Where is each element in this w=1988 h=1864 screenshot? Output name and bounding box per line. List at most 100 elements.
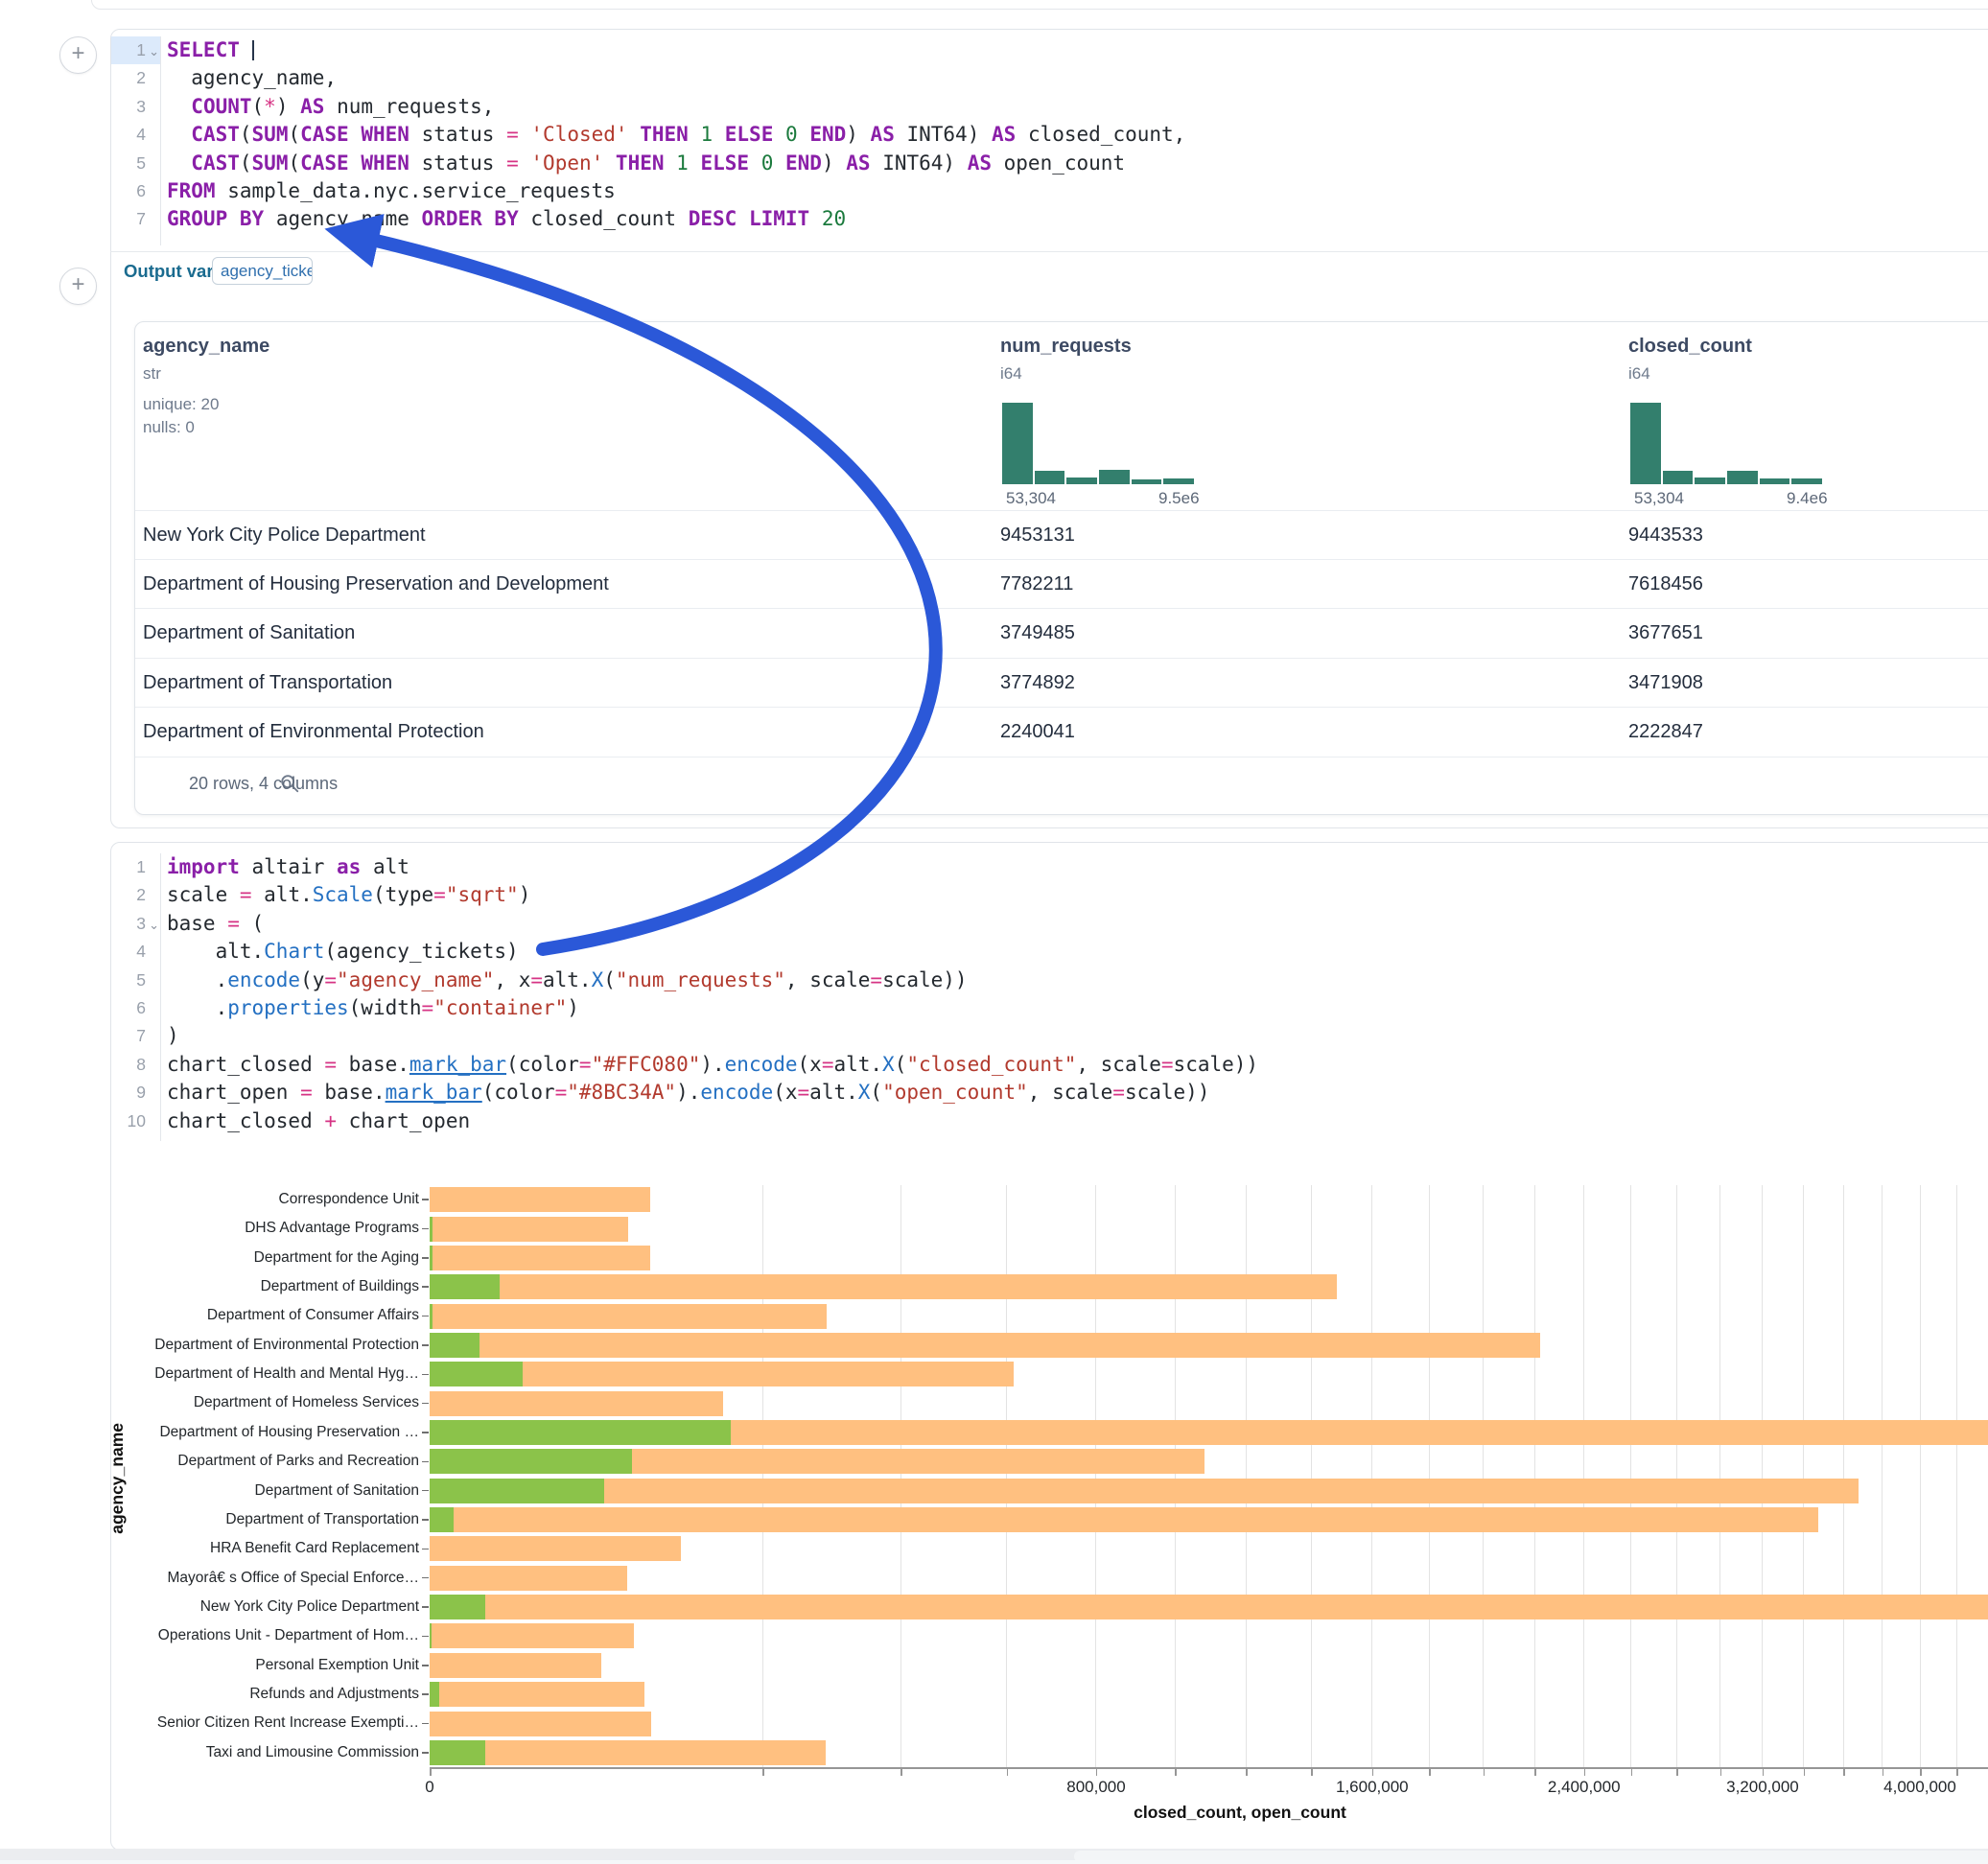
code-token: "num_requests" <box>615 967 785 991</box>
line-number: 7 <box>111 1022 160 1050</box>
code-token <box>482 207 495 230</box>
code-token: 0 <box>785 123 798 147</box>
code-token: "agency_name" <box>337 967 495 991</box>
code-token: (color <box>481 1081 555 1105</box>
code-token <box>349 151 362 175</box>
x-axis-tick <box>762 1769 764 1776</box>
line-number: 2 <box>111 881 160 909</box>
code-token: ( <box>239 151 252 175</box>
code-token: (type <box>372 883 434 907</box>
code-token: * <box>264 94 276 118</box>
code-token: num_requests, <box>324 94 495 118</box>
code-token: ) <box>821 151 847 175</box>
code-token: mark_bar <box>409 1052 507 1076</box>
code-token: = <box>797 1081 810 1105</box>
dataframe-table-card: agency_name str unique: 20 nulls: 0 num_requ… <box>134 321 1988 815</box>
python-code-editor[interactable]: 1 2 3 ⌄ 4 5 6 7 8 9 10 import altair as alt scale = … <box>111 853 1981 1141</box>
code-token: chart_closed <box>167 1108 325 1132</box>
code-token: properties <box>227 995 349 1019</box>
x-axis-tick <box>1006 1769 1009 1776</box>
sql-gutter: 1 ⌄ 2 3 4 5 6 7 <box>111 36 161 245</box>
python-code: import altair as alt scale = alt.Scale(ty… <box>161 853 1258 1141</box>
code-token: (agency_tickets) <box>324 940 519 964</box>
x-axis-tick-label: 1,600,000 <box>1336 1778 1409 1796</box>
bar-open-count <box>430 1739 486 1765</box>
line-number-text: 6 <box>136 997 146 1017</box>
code-token <box>240 38 252 61</box>
bar-chart-plot-area <box>430 1185 1988 1769</box>
code-token: "#FFC080" <box>591 1052 701 1076</box>
code-token: = <box>433 883 446 907</box>
line-number: 6 <box>111 994 160 1022</box>
code-token: . <box>167 995 228 1019</box>
histogram-bar <box>1662 471 1694 484</box>
bar-closed-count <box>430 1595 1988 1620</box>
column-name[interactable]: num_requests <box>1000 336 1132 357</box>
column-name[interactable]: closed_count <box>1628 336 1752 357</box>
add-cell-button-top[interactable]: + <box>59 36 97 74</box>
python-gutter: 1 2 3 ⌄ 4 5 6 7 8 9 10 <box>111 853 161 1141</box>
code-token: ( <box>870 1081 883 1105</box>
code-token: ) <box>518 883 531 907</box>
sql-line: FROM sample_data.nyc.service_requests <box>167 177 1185 205</box>
histogram-max-label: 9.4e6 <box>1787 489 1828 507</box>
sql-line: agency_name, <box>167 64 1185 92</box>
code-token: ( <box>251 94 265 118</box>
line-number: 5 <box>111 967 160 994</box>
y-axis-tick <box>422 1489 429 1492</box>
output-variable-chip[interactable]: agency_tickets <box>212 257 313 285</box>
code-token: AS <box>300 94 325 118</box>
x-axis-tick <box>1095 1769 1098 1776</box>
x-axis-tick <box>1843 1769 1845 1776</box>
x-axis-tick <box>1483 1769 1485 1776</box>
table-cell-num_requests: 9453131 <box>1000 524 1075 546</box>
code-token: LIMIT <box>748 207 810 231</box>
y-axis-label: Department of Health and Mental Hyg… <box>154 1365 419 1383</box>
histogram-bar <box>1759 478 1790 484</box>
bar-open-count <box>430 1420 732 1445</box>
x-axis-tick <box>1676 1769 1678 1776</box>
code-token <box>773 151 785 175</box>
code-token: open_count <box>992 151 1126 175</box>
code-token: "open_count" <box>882 1081 1028 1105</box>
code-token: "sqrt" <box>445 883 519 907</box>
search-icon[interactable] <box>279 773 300 794</box>
code-token: COUNT <box>191 94 252 118</box>
code-token: ) <box>167 1024 179 1048</box>
code-token: = <box>227 911 240 935</box>
x-axis-tick <box>1630 1769 1633 1776</box>
line-number: 4 <box>111 121 160 149</box>
y-axis-label: Department of Environmental Protection <box>154 1336 419 1353</box>
line-number: 3 ⌄ <box>111 910 160 938</box>
column-stat: unique: 20 <box>143 395 220 413</box>
line-number: 8 <box>111 1051 160 1079</box>
code-token: SELECT <box>167 38 240 61</box>
histogram-min-label: 53,304 <box>1006 489 1056 507</box>
code-token: (y <box>300 967 325 991</box>
column-name[interactable]: agency_name <box>143 336 270 357</box>
sql-code-editor[interactable]: 1 ⌄ 2 3 4 5 6 7 SELECT agency_name, COUNT(*) AS … <box>111 36 1981 245</box>
collapse-chevron-icon[interactable]: ⌄ <box>149 44 159 58</box>
x-axis-tick-label: 0 <box>425 1778 434 1796</box>
code-token: INT64) <box>894 123 992 147</box>
code-token: ( <box>288 151 301 175</box>
line-number: 10 <box>111 1107 160 1135</box>
gridline <box>1428 1185 1430 1767</box>
code-token: THEN <box>615 151 665 175</box>
code-token: CASE <box>300 123 349 147</box>
code-token: = <box>1160 1052 1174 1076</box>
y-axis-label: DHS Advantage Programs <box>245 1220 419 1237</box>
table-row: Department of Environmental Protection 22… <box>135 706 1988 757</box>
histogram-bar <box>1066 478 1098 484</box>
code-token: mark_bar <box>385 1081 482 1105</box>
add-cell-button-output[interactable]: + <box>59 268 97 305</box>
code-token: chart_closed <box>167 1052 325 1076</box>
code-token: ( <box>894 1052 907 1076</box>
line-number-text: 1 <box>136 40 146 59</box>
y-axis-label: New York City Police Department <box>199 1597 419 1615</box>
code-token: = <box>324 1052 338 1076</box>
code-token: X <box>591 967 604 991</box>
x-axis-tick <box>1803 1769 1806 1776</box>
x-axis-title: closed_count, open_count <box>1134 1803 1346 1822</box>
collapse-chevron-icon[interactable]: ⌄ <box>149 917 159 932</box>
